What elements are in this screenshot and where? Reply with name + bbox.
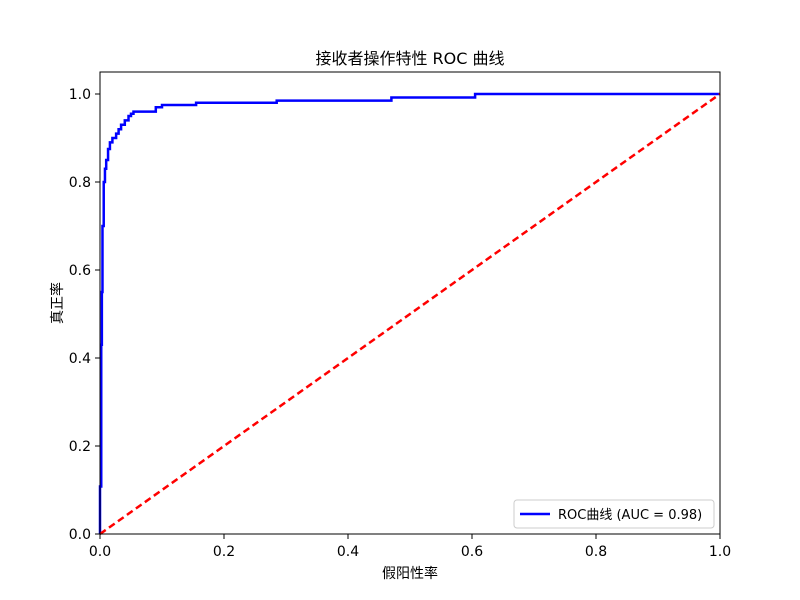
x-tick-label: 0.0 [89, 544, 111, 560]
legend-label-roc: ROC曲线 (AUC = 0.98) [558, 508, 702, 523]
series-layer [98, 92, 721, 536]
plot-background [100, 72, 720, 534]
y-tick-label: 0.4 [69, 351, 91, 367]
y-tick-label: 0.8 [69, 175, 91, 191]
x-axis-ticks: 0.0 0.2 0.4 0.6 0.8 1.0 [89, 534, 731, 560]
legend: ROC曲线 (AUC = 0.98) [513, 499, 715, 529]
y-axis-label: 真正率 [49, 282, 66, 324]
y-tick-label: 1.0 [69, 87, 91, 103]
plot-frame [99, 71, 721, 535]
chart-title: 接收者操作特性 ROC 曲线 [315, 49, 504, 68]
x-tick-label: 0.6 [461, 544, 483, 560]
roc-curve-line [98, 92, 720, 534]
x-axis-label: 假阳性率 [382, 565, 438, 582]
x-tick-label: 0.8 [585, 544, 607, 560]
x-tick-label: 0.2 [213, 544, 235, 560]
y-tick-label: 0.6 [69, 263, 91, 279]
legend-box [513, 499, 715, 529]
random-classifier-line [99, 92, 721, 536]
plot-area [98, 71, 721, 536]
y-axis-ticks: 0.0 0.2 0.4 0.6 0.8 1.0 [69, 87, 100, 543]
x-tick-label: 1.0 [709, 544, 731, 560]
x-tick-label: 0.4 [337, 544, 359, 560]
y-tick-label: 0.2 [69, 439, 91, 455]
y-tick-label: 0.0 [69, 527, 91, 543]
